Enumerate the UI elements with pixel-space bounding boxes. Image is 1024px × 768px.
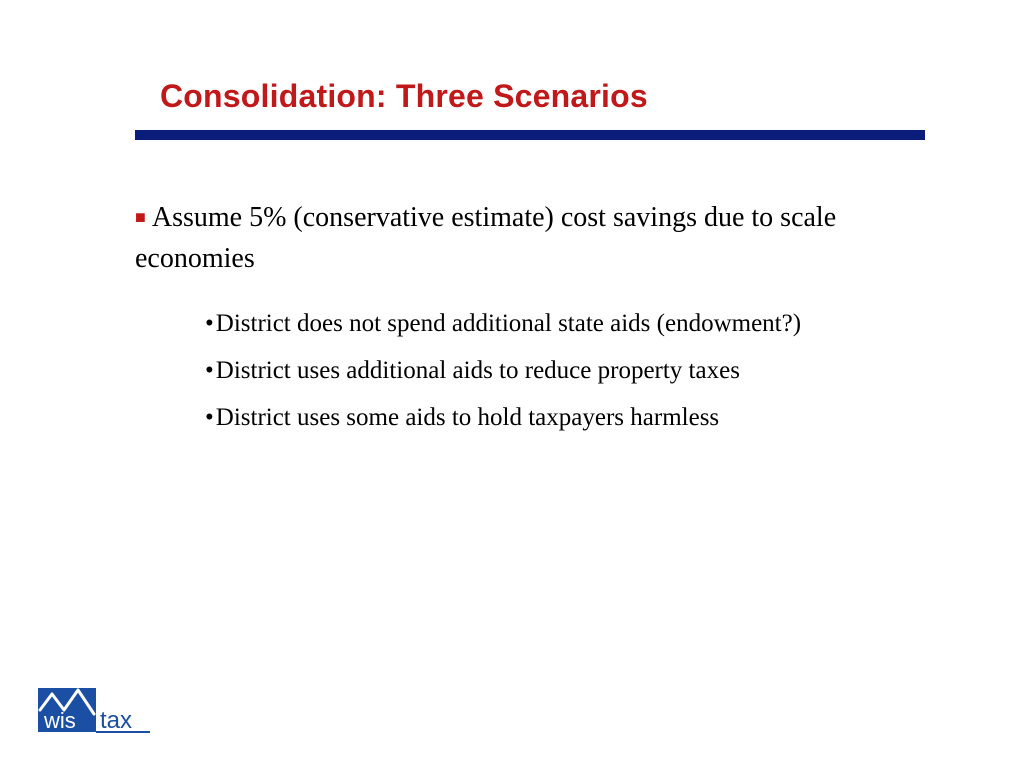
main-bullet: ■Assume 5% (conservative estimate) cost … <box>135 198 925 279</box>
wistax-logo: wis tax <box>38 680 158 740</box>
sub-bullet: •District uses some aids to hold taxpaye… <box>205 399 925 438</box>
dot-bullet-icon: • <box>205 404 214 431</box>
wistax-logo-icon: wis tax <box>38 680 158 740</box>
slide-title: Consolidation: Three Scenarios <box>160 78 648 115</box>
sub-bullet-text: District uses additional aids to reduce … <box>216 357 740 384</box>
dot-bullet-icon: • <box>205 357 214 384</box>
slide: Consolidation: Three Scenarios ■Assume 5… <box>0 0 1024 768</box>
logo-tax-text: tax <box>100 707 132 734</box>
dot-bullet-icon: • <box>205 310 214 337</box>
sub-bullet-list: •District does not spend additional stat… <box>205 305 925 437</box>
sub-bullet-text: District does not spend additional state… <box>216 310 801 337</box>
sub-bullet: •District does not spend additional stat… <box>205 305 925 344</box>
sub-bullet: •District uses additional aids to reduce… <box>205 352 925 391</box>
square-bullet-icon: ■ <box>135 207 146 227</box>
slide-body: ■Assume 5% (conservative estimate) cost … <box>135 198 925 445</box>
sub-bullet-text: District uses some aids to hold taxpayer… <box>216 404 719 431</box>
title-underline <box>135 130 925 140</box>
logo-wis-text: wis <box>43 708 76 733</box>
main-bullet-text: Assume 5% (conservative estimate) cost s… <box>135 202 836 274</box>
